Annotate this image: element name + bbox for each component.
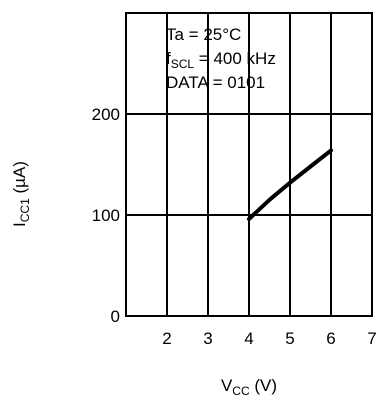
annotation-1-rest: = 400 kHz xyxy=(194,49,276,68)
y-axis-label: ICC1 (µA) xyxy=(10,161,32,227)
x-axis-label: VCC (V) xyxy=(221,376,277,398)
annotation-2: DATA = 0101 xyxy=(166,73,265,92)
series-line-0 xyxy=(247,148,333,221)
grid-layer xyxy=(126,13,372,316)
x-tick-label-5: 7 xyxy=(367,329,376,348)
series-layer xyxy=(247,148,333,221)
y-axis-label-sub: CC1 xyxy=(18,198,32,222)
x-tick-label-1: 3 xyxy=(203,329,212,348)
tick-marks xyxy=(126,13,372,316)
label-layer: 2 3 4 5 6 7 0 100 200 Ta = 25°C fSCL = 400 kHz DATA… xyxy=(10,25,377,398)
x-axis-label-main: V xyxy=(221,376,233,395)
y-tick-label-0: 0 xyxy=(111,307,120,326)
annotation-1: fSCL = 400 kHz xyxy=(166,49,276,71)
x-tick-label-2: 4 xyxy=(244,329,253,348)
y-tick-label-1: 100 xyxy=(92,206,120,225)
x-tick-label-4: 6 xyxy=(326,329,335,348)
annotation-1-main: f xyxy=(166,49,171,68)
x-axis-label-sub: CC xyxy=(232,384,250,398)
x-tick-label-3: 5 xyxy=(285,329,294,348)
annotation-1-sub: SCL xyxy=(171,57,195,71)
y-tick-label-2: 200 xyxy=(92,105,120,124)
annotation-0-main: Ta = 25°C xyxy=(166,25,241,44)
annotation-0: Ta = 25°C xyxy=(166,25,241,44)
annotation-2-main: DATA = 0101 xyxy=(166,73,265,92)
y-axis-label-rest: (µA) xyxy=(10,161,29,198)
y-axis-label-main: I xyxy=(10,222,29,227)
x-tick-label-0: 2 xyxy=(162,329,171,348)
x-axis-label-rest: (V) xyxy=(250,376,277,395)
